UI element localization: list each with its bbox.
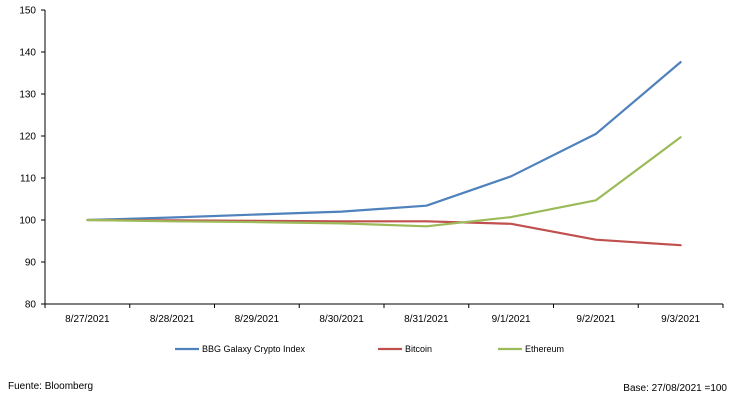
- series-line-1: [86, 60, 682, 222]
- x-tick-label: 9/2/2021: [576, 314, 615, 325]
- source-note: Fuente: Bloomberg: [8, 381, 94, 392]
- y-tick-label: 90: [25, 258, 37, 269]
- y-tick-label: 130: [19, 90, 36, 101]
- x-tick-label: 8/28/2021: [150, 314, 195, 325]
- y-tick-label: 120: [19, 132, 36, 143]
- y-tick-label: 150: [19, 6, 36, 17]
- series-line-3: [86, 136, 682, 228]
- y-tick-label: 110: [20, 174, 36, 185]
- x-tick-label: 9/3/2021: [661, 314, 700, 325]
- base-note: Base: 27/08/2021 =100: [623, 383, 727, 394]
- y-tick-label: 80: [25, 300, 37, 311]
- y-tick-label: 100: [19, 216, 36, 227]
- x-tick-label: 9/1/2021: [492, 314, 531, 325]
- legend-label-2: Bitcoin: [405, 344, 432, 354]
- x-tick-label: 8/31/2021: [404, 314, 449, 325]
- legend-label-3: Ethereum: [525, 344, 564, 354]
- x-tick-label: 8/27/2021: [65, 314, 110, 325]
- legend-label-1: BBG Galaxy Crypto Index: [202, 344, 306, 354]
- x-tick-label: 8/29/2021: [235, 314, 280, 325]
- y-tick-label: 140: [19, 48, 36, 59]
- x-tick-label: 8/30/2021: [319, 314, 364, 325]
